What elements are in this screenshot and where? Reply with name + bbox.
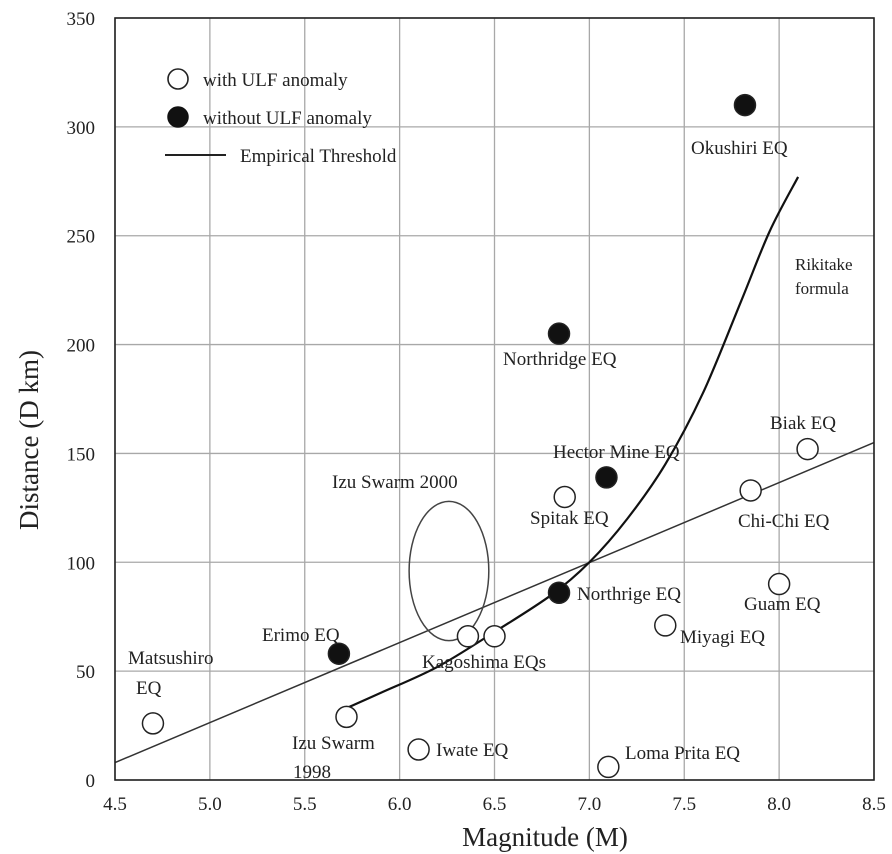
label-kagoshima-eqs: Kagoshima EQs (422, 652, 546, 673)
filled-data-point (547, 581, 571, 605)
plot-frame (114, 17, 875, 781)
x-tick-label: 7.0 (578, 794, 602, 815)
legend-open-circle-icon (167, 68, 189, 90)
label-loma-prita-eq: Loma Prita EQ (625, 743, 740, 764)
annotation-ellipse-layer (408, 500, 490, 642)
label-izu-swarm-1998: Izu Swarm (292, 733, 375, 754)
tick-labels: 4.5 5.0 5.5 6.0 6.5 7.0 7.5 8.0 8.5 0 50 100 150 200 2… (67, 9, 886, 815)
y-tick-label: 100 (67, 553, 96, 574)
y-tick-label: 300 (67, 118, 96, 139)
filled-data-point (327, 642, 351, 665)
y-tick-label: 200 (67, 336, 96, 357)
legend-threshold-label: Empirical Threshold (240, 146, 397, 167)
open-data-point (597, 755, 620, 779)
open-data-point (483, 625, 506, 648)
open-data-point (767, 572, 791, 596)
filled-data-point (733, 93, 757, 117)
y-tick-label: 50 (76, 662, 95, 683)
x-tick-label: 8.5 (862, 794, 886, 815)
label-miyagi-eq: Miyagi EQ (680, 627, 765, 648)
filled-data-point (547, 322, 571, 345)
label-izu-swarm-1998: 1998 (293, 762, 331, 783)
label-rikitake-formula: Rikitake (795, 255, 853, 274)
x-axis-title: Magnitude (M) (462, 822, 628, 852)
open-data-point (739, 479, 762, 502)
open-data-point (141, 712, 165, 735)
y-tick-label: 350 (67, 9, 96, 30)
x-tick-label: 8.0 (767, 794, 791, 815)
open-data-point (335, 705, 358, 729)
open-data-point (407, 738, 430, 761)
x-tick-label: 6.5 (483, 794, 507, 815)
rikitake-curve-layer (346, 176, 800, 710)
label-rikitake-formula: formula (795, 279, 849, 298)
legend-with-label: with ULF anomaly (203, 70, 348, 91)
label-okushiri-eq: Okushiri EQ (691, 138, 788, 159)
legend-without-label: without ULF anomaly (203, 108, 372, 129)
x-tick-label: 4.5 (103, 794, 127, 815)
label-chi-chi-eq: Chi-Chi EQ (738, 511, 830, 532)
label-northrige-eq: Northrige EQ (577, 584, 681, 605)
label-matsushiro-eq: EQ (136, 678, 162, 699)
open-data-point (654, 614, 677, 637)
y-axis-title: Distance (D km) (14, 350, 44, 530)
data-points (141, 93, 819, 779)
open-data-point (553, 485, 576, 509)
label-matsushiro-eq: Matsushiro (128, 648, 214, 669)
open-data-point (456, 625, 480, 648)
rikitake-formula-curve (346, 176, 800, 710)
point-labels: Matsushiro EQ Izu Swarm 1998 Iwate EQ Kagoshi… (128, 138, 853, 783)
label-izu-swarm-2000: Izu Swarm 2000 (332, 472, 458, 493)
y-tick-label: 250 (67, 227, 96, 248)
open-data-point (796, 437, 819, 461)
x-tick-label: 5.5 (293, 794, 317, 815)
y-tick-label: 150 (67, 444, 96, 465)
izu-swarm-2000-ellipse (408, 500, 490, 642)
label-hector-mine-eq: Hector Mine EQ (553, 442, 680, 463)
x-tick-label: 7.5 (672, 794, 696, 815)
label-iwate-eq: Iwate EQ (436, 740, 509, 761)
x-tick-label: 6.0 (388, 794, 412, 815)
label-guam-eq: Guam EQ (744, 594, 821, 615)
label-spitak-eq: Spitak EQ (530, 508, 609, 529)
filled-data-point (595, 466, 618, 489)
x-tick-label: 5.0 (198, 794, 222, 815)
legend-filled-circle-icon (167, 106, 189, 128)
y-tick-label: 0 (86, 771, 96, 792)
label-biak-eq: Biak EQ (770, 413, 836, 434)
label-northridge-eq: Northridge EQ (503, 349, 617, 370)
legend: with ULF anomaly without ULF anomaly Emp… (165, 68, 397, 167)
label-erimo-eq: Erimo EQ (262, 625, 340, 646)
